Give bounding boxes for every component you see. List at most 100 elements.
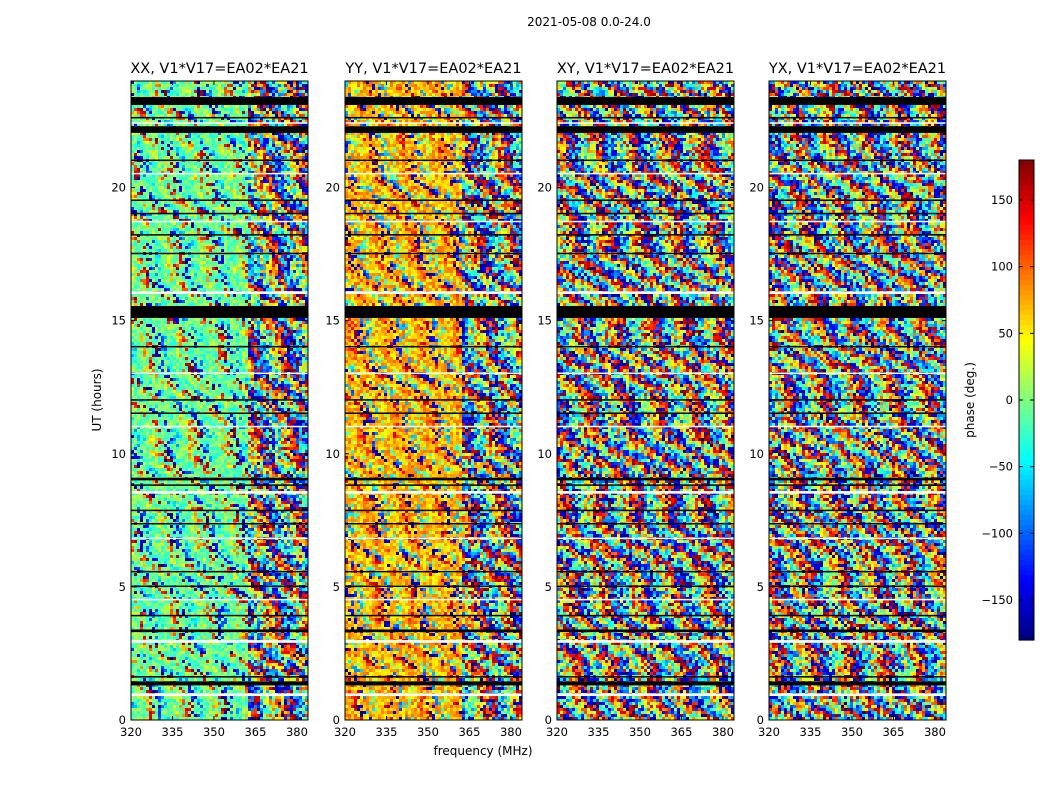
flagged-row [345, 693, 522, 696]
flagged-row [345, 681, 522, 685]
flagged-row [345, 629, 522, 632]
flagged-row [345, 676, 522, 678]
flagged-row [769, 122, 946, 124]
flagged-row [131, 426, 308, 428]
flagged-row [345, 346, 522, 348]
y-tick-label: 10 [749, 447, 764, 461]
flagged-row [769, 426, 946, 428]
colorbar-segment [1019, 485, 1034, 491]
colorbar-tick-label: −150 [981, 593, 1013, 607]
flagged-row [345, 640, 522, 643]
colorbar-segment [1019, 430, 1034, 436]
colorbar-segment [1019, 440, 1034, 446]
flagged-row [131, 291, 308, 294]
colorbar-segment [1019, 210, 1034, 216]
colorbar-segment [1019, 225, 1034, 231]
colorbar-segment [1019, 255, 1034, 261]
x-tick-label: 335 [376, 725, 398, 739]
y-tick-label: 20 [749, 181, 764, 195]
flagged-row [345, 117, 522, 119]
flagged-row [769, 615, 946, 617]
flagged-row [769, 126, 946, 133]
colorbar-segment [1019, 310, 1034, 316]
flagged-row [769, 213, 946, 215]
colorbar-segment [1019, 555, 1034, 561]
colorbar-segment [1019, 560, 1034, 566]
flagged-row [557, 126, 734, 133]
x-tick-label: 380 [712, 725, 734, 739]
colorbar-segment [1019, 490, 1034, 496]
colorbar-tick-label: 0 [1006, 393, 1013, 407]
colorbar-segment [1019, 460, 1034, 466]
flagged-row [345, 426, 522, 428]
colorbar-segment [1019, 335, 1034, 341]
flagged-row [131, 213, 308, 215]
y-tick-label: 15 [111, 314, 126, 328]
colorbar-segment [1019, 220, 1034, 226]
colorbar-segment [1019, 180, 1034, 186]
colorbar-segment [1019, 290, 1034, 296]
flagged-row [131, 412, 308, 414]
y-tick-label: 5 [757, 580, 764, 594]
colorbar-segment [1019, 410, 1034, 416]
colorbar-segment [1019, 190, 1034, 196]
flagged-row [345, 510, 522, 512]
colorbar-segment [1019, 465, 1034, 471]
flagged-row [557, 122, 734, 124]
x-tick-label: 350 [203, 725, 225, 739]
colorbar-segment [1019, 200, 1034, 206]
flagged-row [769, 412, 946, 414]
colorbar-segment [1019, 420, 1034, 426]
colorbar-segment [1019, 585, 1034, 591]
flagged-row [345, 291, 522, 294]
flagged-row [557, 571, 734, 573]
flagged-row [345, 615, 522, 617]
colorbar-segment [1019, 270, 1034, 276]
flagged-row [131, 538, 308, 540]
colorbar-segment [1019, 435, 1034, 441]
flagged-row [345, 571, 522, 573]
colorbar-segment [1019, 575, 1034, 581]
colorbar-segment [1019, 235, 1034, 241]
colorbar-segment [1019, 610, 1034, 616]
colorbar-segment [1019, 580, 1034, 586]
colorbar-segment [1019, 445, 1034, 451]
colorbar-tick-label: 150 [991, 193, 1013, 207]
colorbar-segment [1019, 350, 1034, 356]
flagged-row [131, 221, 308, 223]
flagged-row [131, 586, 308, 588]
flagged-row [769, 676, 946, 678]
colorbar-segment [1019, 455, 1034, 461]
flagged-row [769, 117, 946, 119]
flagged-row [557, 693, 734, 696]
flagged-row [345, 199, 522, 201]
flagged-row [345, 373, 522, 375]
flagged-row [769, 571, 946, 573]
x-tick-label: 380 [924, 725, 946, 739]
colorbar-segment [1019, 400, 1034, 406]
flagged-row [769, 221, 946, 223]
colorbar-segment [1019, 625, 1034, 631]
colorbar-segment [1019, 475, 1034, 481]
flagged-row [345, 221, 522, 223]
y-tick-label: 20 [537, 181, 552, 195]
colorbar-segment [1019, 525, 1034, 531]
flagged-row [769, 640, 946, 643]
flagged-row [557, 629, 734, 632]
colorbar-segment [1019, 160, 1034, 166]
flagged-row [131, 640, 308, 643]
colorbar-segment [1019, 295, 1034, 301]
flagged-row [345, 126, 522, 133]
colorbar-segment [1019, 515, 1034, 521]
x-tick-label: 335 [162, 725, 184, 739]
figure-suptitle: 2021-05-08 0.0-24.0 [527, 15, 651, 29]
y-tick-label: 0 [757, 713, 764, 727]
flagged-row [769, 586, 946, 588]
x-tick-label: 365 [882, 725, 904, 739]
y-tick-label: 5 [333, 580, 340, 594]
flagged-row [345, 538, 522, 540]
